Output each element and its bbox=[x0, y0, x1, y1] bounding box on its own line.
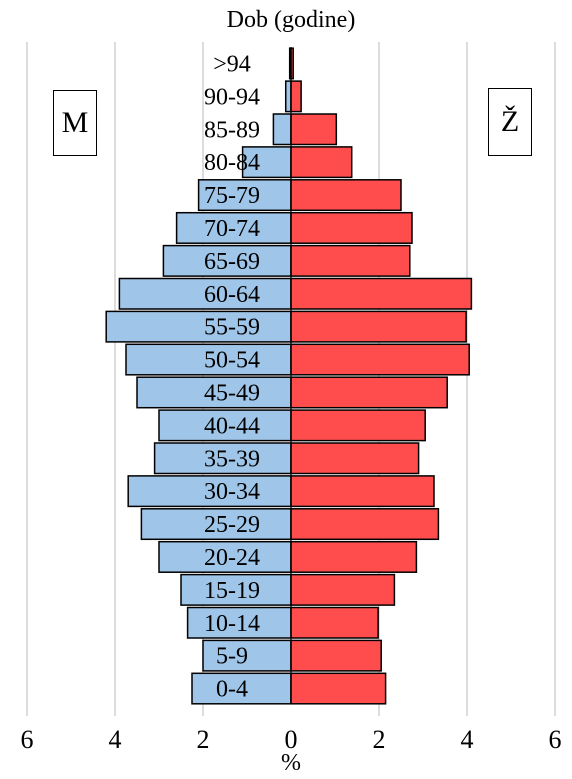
bar-male-55-59 bbox=[105, 310, 292, 343]
bar-female-70-74 bbox=[290, 211, 413, 244]
x-tick-label: 2 bbox=[197, 725, 210, 754]
age-label: 65-69 bbox=[204, 249, 260, 275]
x-tick-label: 6 bbox=[549, 725, 562, 754]
x-tick-label: 0 bbox=[285, 725, 298, 754]
age-label: 60-64 bbox=[204, 282, 260, 308]
age-label: 85-89 bbox=[204, 117, 260, 143]
legend-female: Ž bbox=[488, 88, 532, 156]
x-tick-label: 6 bbox=[21, 725, 34, 754]
age-label: 20-24 bbox=[204, 545, 260, 571]
bar-female-10-14 bbox=[290, 606, 379, 639]
bar-female-20-24 bbox=[290, 540, 418, 573]
bar-female-65-69 bbox=[290, 244, 411, 277]
x-tick-label: 4 bbox=[461, 725, 474, 754]
bar-female-40-44 bbox=[290, 409, 426, 442]
bar-female-35-39 bbox=[290, 442, 420, 475]
bar-male-30-34 bbox=[127, 475, 292, 508]
bar-female-0-4 bbox=[290, 672, 387, 705]
age-label: 55-59 bbox=[204, 315, 260, 341]
bars-group bbox=[105, 47, 473, 705]
x-tick-labels: 6 4 2 0 2 4 6 bbox=[21, 725, 562, 754]
chart-title: Dob (godine) bbox=[227, 7, 356, 33]
age-label: 35-39 bbox=[204, 446, 260, 472]
age-label: 10-14 bbox=[204, 611, 260, 637]
bar-male-20-24 bbox=[158, 540, 292, 573]
bar-female-75-79 bbox=[290, 179, 402, 212]
age-label: >94 bbox=[213, 51, 251, 77]
bar-male-80-84 bbox=[241, 146, 292, 179]
age-label: 40-44 bbox=[204, 413, 260, 439]
x-axis-label: % bbox=[281, 750, 301, 776]
bar-male-70-74 bbox=[175, 211, 292, 244]
bar-female-30-34 bbox=[290, 475, 435, 508]
bar-male-0-4 bbox=[191, 672, 292, 705]
bar-male-90-94 bbox=[284, 80, 292, 113]
bar-female-90-94 bbox=[290, 80, 302, 113]
age-label: 80-84 bbox=[204, 150, 260, 176]
bar-male-65-69 bbox=[162, 244, 292, 277]
bar-female-85-89 bbox=[290, 113, 338, 146]
age-label: 90-94 bbox=[204, 84, 260, 110]
age-label: 50-54 bbox=[204, 348, 260, 374]
age-group-labels: 0-4 5-9 10-14 15-19 20-24 25-29 30-34 35-39 40-4… bbox=[204, 51, 260, 702]
bar-female-50-54 bbox=[290, 343, 470, 376]
x-tick-label: 2 bbox=[373, 725, 386, 754]
age-label: 15-19 bbox=[204, 578, 260, 604]
bar-male-15-19 bbox=[180, 573, 292, 606]
bar-female-15-19 bbox=[290, 573, 396, 606]
age-label: 45-49 bbox=[204, 380, 260, 406]
age-label: 75-79 bbox=[204, 183, 260, 209]
bar-female-55-59 bbox=[290, 310, 467, 343]
bar-male-25-29 bbox=[140, 508, 292, 541]
bar-female-25-29 bbox=[290, 508, 440, 541]
legend-male: M bbox=[53, 90, 97, 156]
bar-female-45-49 bbox=[290, 376, 448, 409]
bar-female-60-64 bbox=[290, 277, 473, 310]
age-label: 0-4 bbox=[216, 677, 248, 703]
bar-female-80-84 bbox=[290, 146, 353, 179]
bar-male-40-44 bbox=[158, 409, 292, 442]
age-label: 30-34 bbox=[204, 479, 260, 505]
age-label: 25-29 bbox=[204, 512, 260, 538]
age-label: 5-9 bbox=[216, 644, 248, 670]
x-tick-label: 4 bbox=[109, 725, 122, 754]
age-label: 70-74 bbox=[204, 216, 260, 242]
bar-male-75-79 bbox=[197, 179, 292, 212]
bar-male-85-89 bbox=[272, 113, 292, 146]
bar-male-10-14 bbox=[186, 606, 292, 639]
bar-female-5-9 bbox=[290, 639, 382, 672]
